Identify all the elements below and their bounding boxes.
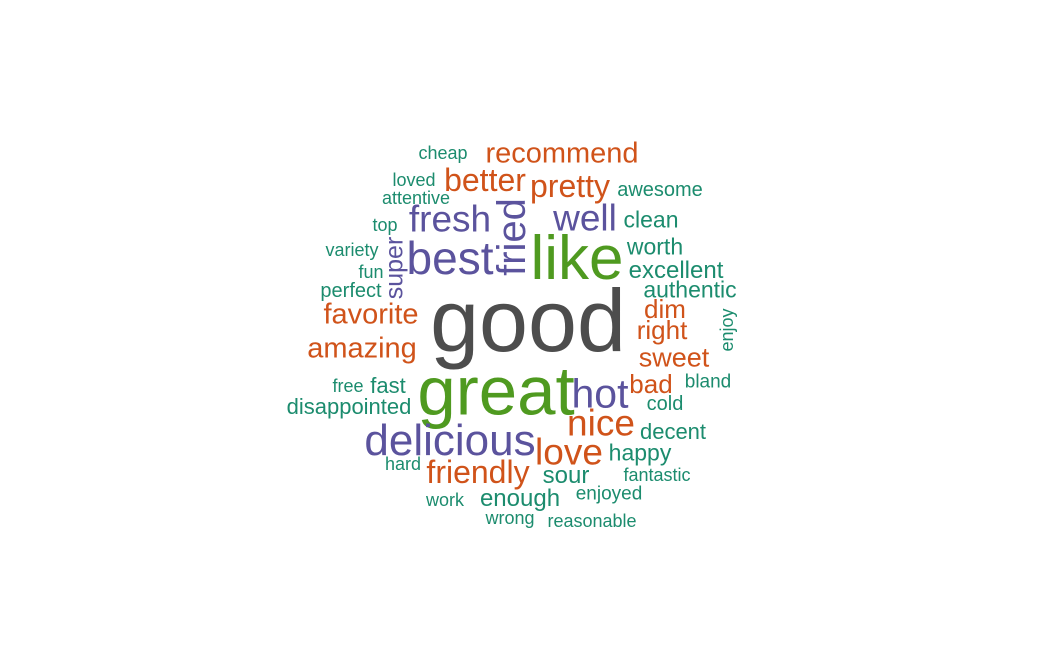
- word-sweet: sweet: [638, 342, 710, 373]
- word-bland: bland: [684, 371, 732, 393]
- word-dim: dim: [644, 294, 686, 324]
- word-cheap: cheap: [418, 143, 468, 163]
- word-fast: fast: [370, 373, 406, 398]
- word-like: like: [530, 224, 624, 293]
- word-hard: hard: [384, 454, 422, 474]
- word-disappointed: disappointed: [286, 394, 412, 419]
- word-enjoyed: enjoyed: [575, 483, 643, 505]
- word-attentive: attentive: [381, 188, 451, 208]
- word-favorite: favorite: [323, 298, 419, 331]
- word-fresh: fresh: [408, 198, 492, 240]
- word-reasonable: reasonable: [547, 511, 637, 531]
- word-excellent: excellent: [628, 257, 724, 284]
- word-fantastic: fantastic: [623, 465, 691, 485]
- word-clean: clean: [623, 206, 679, 233]
- word-delicious: delicious: [364, 416, 536, 465]
- word-enough: enough: [479, 485, 561, 512]
- word-right: right: [636, 315, 688, 345]
- word-well: well: [553, 197, 617, 239]
- word-nice: nice: [567, 402, 635, 444]
- word-cold: cold: [646, 393, 684, 415]
- word-decent: decent: [639, 419, 707, 444]
- word-super: super: [380, 236, 409, 300]
- word-love: love: [535, 431, 603, 473]
- word-enjoy: enjoy: [717, 308, 737, 352]
- word-bad: bad: [629, 369, 673, 399]
- word-better: better: [444, 162, 526, 198]
- word-perfect: perfect: [320, 280, 382, 302]
- word-wrong: wrong: [485, 508, 535, 528]
- word-amazing: amazing: [307, 332, 417, 365]
- word-pretty: pretty: [529, 168, 611, 204]
- word-free: free: [332, 376, 364, 396]
- word-sour: sour: [542, 462, 590, 489]
- word-happy: happy: [608, 439, 672, 466]
- word-good: good: [430, 271, 626, 370]
- word-top: top: [372, 215, 398, 235]
- word-work: work: [425, 490, 465, 510]
- word-fried: fried: [490, 198, 534, 276]
- word-great: great: [417, 352, 575, 430]
- word-worth: worth: [626, 233, 684, 260]
- word-variety: variety: [325, 240, 379, 260]
- word-friendly: friendly: [426, 454, 530, 490]
- word-authentic: authentic: [643, 276, 737, 303]
- word-best: best: [406, 232, 494, 284]
- word-loved: loved: [392, 170, 436, 190]
- word-recommend: recommend: [485, 137, 639, 170]
- word-fun: fun: [358, 262, 384, 282]
- word-awesome: awesome: [617, 179, 703, 201]
- word-hot: hot: [571, 370, 629, 417]
